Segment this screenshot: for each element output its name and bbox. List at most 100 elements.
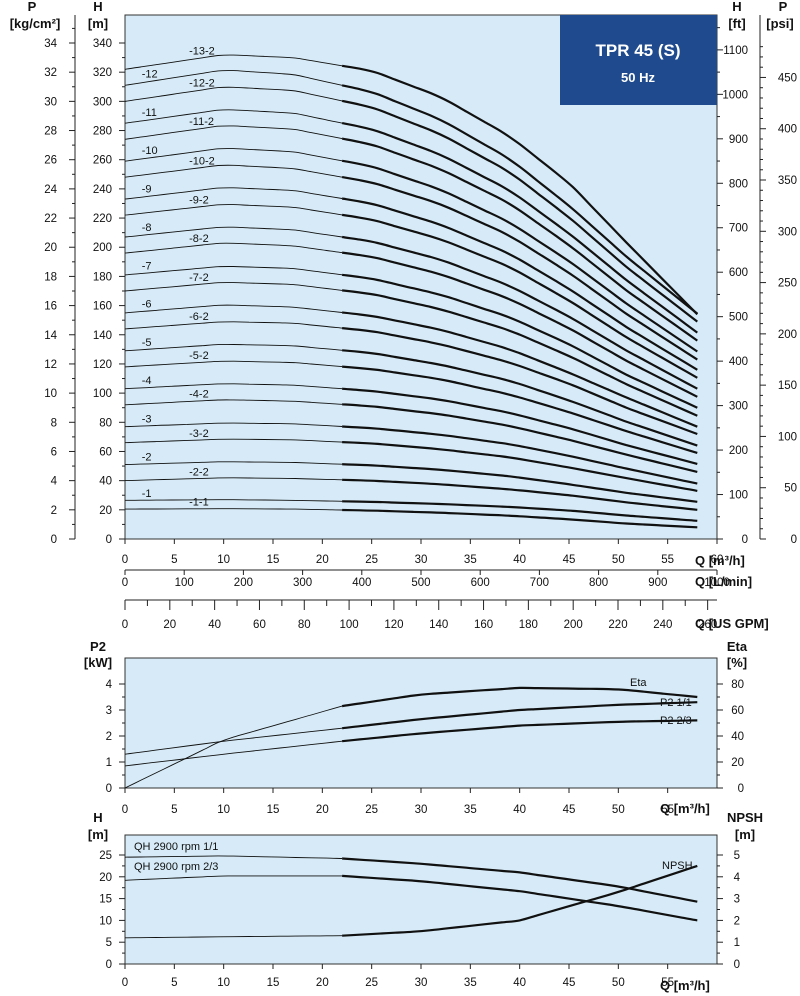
p-psi-tick-label: 250 [778, 278, 797, 290]
head-curve--7-thick [341, 273, 698, 409]
h-m-tick-label: 100 [93, 388, 112, 400]
head-curve--4-2-thin [124, 399, 343, 406]
h-ft-tick-label: 0 [742, 534, 748, 546]
head-curve--12-thin [124, 70, 343, 86]
label-npsh: NPSH [662, 860, 693, 872]
head-curve--8-thick [341, 235, 698, 390]
npsh-curve-NPSH-thick [342, 864, 698, 937]
lmin-tick-label: 400 [352, 577, 371, 589]
head-curve--11-thick [341, 122, 698, 334]
npsh-x-tick-label: 10 [217, 977, 230, 989]
head-curve--13-2-thin [124, 54, 343, 70]
lmin-tick-label: 100 [175, 577, 194, 589]
h-m-tick-label: 260 [93, 155, 112, 167]
head-curve--2-2-thin [124, 477, 343, 482]
head-curve--6-thin [124, 304, 343, 314]
power-curves [124, 686, 698, 789]
axis-title-q-power: Q [m³/h] [660, 801, 710, 816]
power-x-tick-label: 25 [365, 804, 378, 816]
head-curve--1-thin [124, 499, 343, 502]
power-x-tick-label: 0 [122, 804, 128, 816]
lmin-tick-label: 800 [589, 577, 608, 589]
p-kgcm2-tick-label: 0 [51, 534, 57, 546]
npsh-r-tick-label: 3 [734, 894, 740, 906]
head-curve--8-thin [124, 226, 343, 238]
head-curve-label: -2-2 [189, 466, 209, 478]
gpm-tick-label: 80 [298, 619, 311, 631]
x-tick-label-m3h: 25 [365, 554, 378, 566]
h-ft-tick-label: 700 [729, 223, 748, 235]
npsh-curve-QH 2900 rpm 1/1-thick [342, 857, 698, 903]
head-curve-label: -8 [142, 222, 152, 234]
head-curve--6-2-thin [124, 321, 343, 330]
head-curve--2-thin [124, 461, 343, 466]
npsh-r-tick-label: 5 [734, 850, 740, 862]
p2-tick-label: 4 [106, 679, 113, 691]
head-curve--3-thin [124, 422, 343, 428]
head-curve--12-2-thick [341, 99, 698, 323]
h-m-tick-label: 320 [93, 67, 112, 79]
head-curve--5-thick [342, 349, 698, 447]
head-curve-label: -2 [142, 452, 152, 464]
power-x-tick-label: 45 [563, 804, 576, 816]
npsh-h-tick-label: 5 [106, 937, 112, 949]
head-curve--7-2-thick [341, 289, 698, 417]
p-psi-tick-label: 400 [778, 124, 797, 136]
head-curve--5-2-thin [124, 360, 343, 368]
power-x-tick-label: 10 [217, 804, 230, 816]
head-curve-labels: -1-1-1-2-2-2-3-2-3-4-2-4-5-2-5-6-2-6-7-2… [142, 46, 215, 509]
npsh-curve-QH 2900 rpm 1/1-thin [124, 855, 343, 859]
head-curve-label: -7 [142, 260, 152, 272]
p-psi-tick-label: 200 [778, 329, 797, 341]
p-kgcm2-tick-label: 28 [44, 126, 57, 138]
head-curve--5-2-thick [342, 365, 698, 454]
head-curve--6-2-thick [341, 327, 698, 436]
p-psi-tick-label: 50 [784, 483, 797, 495]
npsh-x-tick-label: 15 [267, 977, 280, 989]
badge-frequency: 50 Hz [621, 70, 655, 85]
h-ft-tick-label: 200 [729, 445, 748, 457]
p-kgcm2-tick-label: 2 [51, 505, 57, 517]
npsh-x-tick-label: 35 [464, 977, 477, 989]
npsh-curve-QH 2900 rpm 2/3-thin [124, 875, 343, 881]
gpm-tick-label: 160 [474, 619, 493, 631]
head-curve--3-thick [342, 425, 698, 485]
head-curve--9-2-thick [341, 213, 698, 379]
axis-title-p-kgcm2: P [28, 0, 37, 14]
x-tick-label-m3h: 45 [563, 554, 576, 566]
power-curve-Eta-thick [341, 686, 698, 708]
power-x-tick-label: 35 [464, 804, 477, 816]
npsh-x-tick-label: 40 [513, 977, 526, 989]
head-curve--4-2-thick [342, 403, 698, 473]
npsh-curve-QH 2900 rpm 2/3-thick [342, 874, 698, 922]
head-curve--3-2-thin [124, 438, 343, 444]
npsh-r-tick-label: 4 [734, 872, 741, 884]
h-m-tick-label: 300 [93, 96, 112, 108]
power-curve-P2 1/1-thin [124, 727, 343, 755]
power-x-tick-label: 50 [612, 804, 625, 816]
x-tick-label-m3h: 55 [661, 554, 674, 566]
head-curve--10-thick [341, 159, 698, 353]
npsh-h-tick-label: 0 [106, 959, 112, 971]
gpm-tick-label: 100 [340, 619, 359, 631]
model-badge: TPR 45 (S) 50 Hz [560, 15, 717, 105]
h-m-tick-label: 340 [93, 38, 112, 50]
npsh-r-tick-label: 0 [734, 959, 740, 971]
power-x-tick-label: 15 [267, 804, 280, 816]
eta-tick-label: 80 [731, 679, 744, 691]
head-curve--12-thick [341, 84, 698, 315]
gpm-tick-label: 180 [519, 619, 538, 631]
head-curve-label: -5 [142, 337, 152, 349]
axis-unit-percent: [%] [727, 655, 747, 670]
npsh-x-tick-label: 20 [316, 977, 329, 989]
npsh-h-tick-label: 15 [99, 894, 112, 906]
h-ft-tick-label: 100 [729, 490, 748, 502]
head-curve-label: -13-2 [189, 46, 215, 58]
head-curve--1-thick [342, 500, 698, 522]
head-curve-label: -6 [142, 298, 152, 310]
eta-tick-label: 60 [731, 705, 744, 717]
axis-title-h-m: H [93, 0, 102, 14]
h-ft-tick-label: 500 [729, 312, 748, 324]
